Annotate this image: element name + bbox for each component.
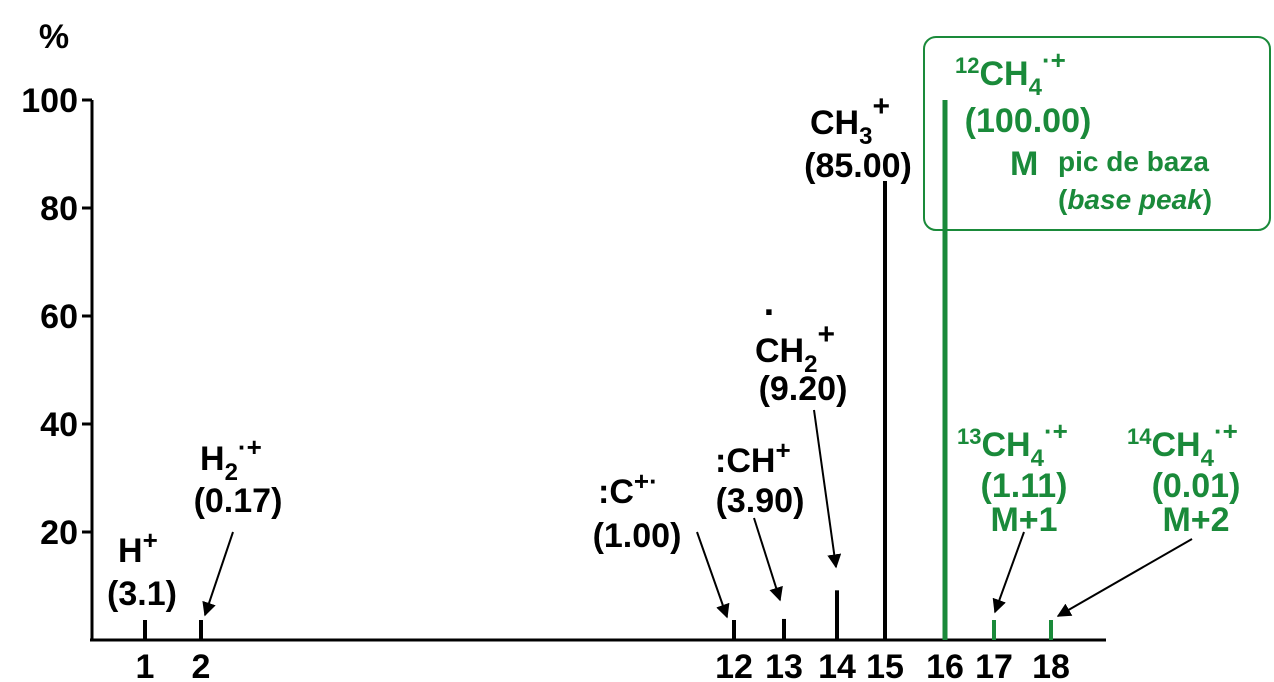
y-tick-label: 80 xyxy=(40,190,78,228)
label-h-value: (3.1) xyxy=(107,575,177,613)
label-m1-mass: 13 xyxy=(957,424,981,449)
label-ch2-sup: + xyxy=(817,318,835,351)
arrow-h2 xyxy=(202,531,234,617)
arrows xyxy=(202,409,1193,619)
label-m-note: pic de baza xyxy=(1058,146,1209,177)
label-c-value: (1.00) xyxy=(593,517,682,555)
label-ch2-value: (9.20) xyxy=(759,370,848,408)
y-axis-label: % xyxy=(39,18,69,56)
y-tick-label: 60 xyxy=(40,298,78,336)
arrow-ch xyxy=(753,517,783,602)
label-m1-sup: ·+ xyxy=(1044,416,1068,446)
label-h2-value: (0.17) xyxy=(194,482,283,520)
label-m1-ion: 13CH4·+ xyxy=(957,416,1068,472)
label-ch2-dot: · xyxy=(764,292,777,334)
x-tick-label: 12 xyxy=(715,648,753,682)
label-m-value: (100.00) xyxy=(965,102,1092,140)
label-h-sup: + xyxy=(143,525,158,555)
label-ch-value: (3.90) xyxy=(716,482,805,520)
annotations: H+ (3.1) H2·+ (0.17) :C+· (1.00) :CH+ (3… xyxy=(107,45,1240,613)
label-m-ion: 12CH4·+ xyxy=(955,45,1066,101)
label-ch3-ion: CH3+ xyxy=(810,90,890,150)
label-m-note2: (base peak) xyxy=(1058,184,1212,215)
label-ch3-value: (85.00) xyxy=(804,147,912,185)
x-tick-label: 18 xyxy=(1032,648,1070,682)
arrow-m2 xyxy=(1056,538,1193,617)
label-h-ion: H+ xyxy=(118,525,158,570)
bars xyxy=(143,100,1053,640)
label-m: M xyxy=(1010,145,1038,183)
x-tick-label: 14 xyxy=(818,648,856,682)
arrow-c xyxy=(696,531,730,619)
x-tick-label: 17 xyxy=(975,648,1013,682)
label-m1: M+1 xyxy=(990,501,1057,539)
y-tick-label: 100 xyxy=(21,82,78,120)
y-tick-label: 20 xyxy=(40,514,78,552)
x-tick-label: 1 xyxy=(136,648,155,682)
y-ticks: 20 40 60 80 100 xyxy=(21,82,92,552)
label-m-sup: ·+ xyxy=(1042,45,1066,75)
label-ch-ion: :CH+ xyxy=(715,435,791,480)
x-tick-label: 16 xyxy=(926,648,964,682)
label-m2-value: (0.01) xyxy=(1152,467,1241,505)
arrow-m1 xyxy=(992,531,1025,614)
y-tick-label: 40 xyxy=(40,406,78,444)
label-m2-ion: 14CH4·+ xyxy=(1127,416,1238,472)
label-c-sup: +· xyxy=(634,466,658,496)
label-m-mass: 12 xyxy=(955,53,979,78)
label-h2-ion: H2·+ xyxy=(200,432,262,486)
label-ch3-sup: + xyxy=(872,90,890,123)
x-ticks: 1 2 12 13 14 15 16 17 18 xyxy=(136,648,1070,682)
x-tick-label: 13 xyxy=(765,648,803,682)
arrow-ch2 xyxy=(813,409,842,569)
label-m1-value: (1.11) xyxy=(981,467,1068,505)
label-ch-sup: + xyxy=(775,435,790,465)
label-h2-sup: ·+ xyxy=(238,432,262,462)
x-tick-label: 2 xyxy=(192,648,211,682)
label-c-ion: :C+· xyxy=(598,466,658,511)
label-m2: M+2 xyxy=(1162,501,1229,539)
x-tick-label: 15 xyxy=(866,648,904,682)
base-peak-box xyxy=(923,36,1271,231)
label-m2-sup: ·+ xyxy=(1214,416,1238,446)
label-m2-mass: 14 xyxy=(1127,424,1152,449)
